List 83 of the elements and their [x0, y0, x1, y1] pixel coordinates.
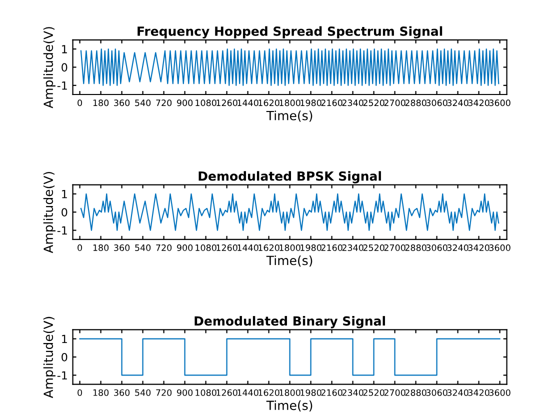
x-tick-label: 1260	[216, 389, 238, 396]
x-tick-label: 720	[156, 100, 172, 106]
x-tick-label: 2340	[342, 244, 364, 252]
y-tick-label: 0	[62, 63, 68, 72]
y-tick-label: 1	[62, 45, 67, 54]
chart-title: Demodulated Binary Signal	[194, 316, 385, 328]
x-tick-label: 2880	[405, 100, 426, 106]
x-axis-title: Time(s)	[266, 110, 312, 122]
x-tick-label: 0	[78, 389, 82, 396]
x-tick-label: 720	[156, 244, 172, 252]
x-tick-label: 3060	[426, 100, 448, 106]
x-tick-label: 3240	[447, 389, 468, 396]
y-tick-label: 0	[62, 208, 68, 216]
x-tick-label: 3420	[468, 100, 490, 106]
x-tick-label: 1080	[196, 244, 216, 252]
x-tick-label: 900	[177, 100, 193, 106]
x-tick-label: 2520	[363, 100, 384, 106]
x-tick-label: 1620	[258, 244, 280, 252]
x-tick-label: 0	[78, 244, 82, 252]
y-tick-label: -1	[57, 82, 67, 90]
x-tick-label: 1260	[216, 244, 238, 252]
x-tick-label: 3420	[468, 244, 490, 252]
x-tick-label: 540	[135, 389, 151, 396]
y-tick-label: -1	[57, 226, 67, 235]
x-tick-label: 2340	[342, 389, 364, 396]
y-axis-title: Amplitude(V)	[43, 27, 56, 108]
y-tick-label: 1	[62, 190, 67, 198]
x-tick-label: 3600	[489, 100, 510, 106]
x-tick-label: 2700	[384, 100, 406, 106]
y-tick-label: 0	[62, 352, 68, 362]
y-axis-title: Amplitude(V)	[43, 316, 56, 398]
x-tick-label: 720	[156, 389, 172, 396]
x-tick-label: 3240	[447, 244, 468, 252]
x-tick-label: 3240	[447, 100, 468, 106]
x-axis-title: Time(s)	[266, 256, 312, 267]
x-tick-label: 1620	[258, 389, 280, 396]
x-tick-label: 0	[78, 100, 82, 106]
x-tick-label: 360	[114, 389, 130, 396]
x-tick-label: 540	[135, 100, 151, 106]
x-tick-label: 540	[135, 244, 151, 252]
x-tick-label: 1980	[300, 389, 322, 396]
x-tick-label: 2520	[363, 244, 384, 252]
x-tick-label: 1980	[300, 100, 322, 106]
x-tick-label: 2700	[384, 244, 406, 252]
x-tick-label: 180	[93, 100, 109, 106]
x-tick-label: 2880	[405, 389, 426, 396]
x-tick-label: 180	[93, 389, 109, 396]
x-tick-label: 180	[93, 244, 109, 252]
x-tick-label: 3600	[489, 244, 510, 252]
x-tick-label: 3420	[468, 389, 490, 396]
x-tick-label: 2160	[321, 100, 342, 106]
y-axis-title: Amplitude(V)	[43, 172, 56, 254]
x-tick-label: 1080	[196, 389, 216, 396]
x-tick-label: 900	[177, 244, 193, 252]
x-tick-label: 3600	[489, 389, 510, 396]
x-tick-label: 1080	[196, 100, 216, 106]
x-tick-label: 1620	[258, 100, 280, 106]
x-tick-label: 1260	[216, 100, 238, 106]
x-tick-label: 1440	[238, 389, 258, 396]
x-tick-label: 1800	[280, 389, 300, 396]
x-tick-label: 1800	[280, 100, 300, 106]
x-tick-label: 2340	[342, 100, 364, 106]
x-tick-label: 360	[114, 100, 130, 106]
x-tick-label: 3060	[426, 244, 448, 252]
x-tick-label: 3060	[426, 389, 448, 396]
y-tick-label: 1	[62, 334, 67, 344]
chart-title: Frequency Hopped Spread Spectrum Signal	[138, 26, 442, 38]
x-tick-label: 2700	[384, 389, 406, 396]
line-series	[80, 48, 500, 86]
y-tick-label: -1	[57, 371, 67, 380]
x-tick-label: 1440	[238, 100, 258, 106]
chart-title: Demodulated BPSK Signal	[198, 171, 381, 184]
x-axis-title: Time(s)	[266, 400, 312, 412]
x-tick-label: 2160	[321, 389, 342, 396]
x-tick-label: 1440	[238, 244, 258, 252]
x-tick-label: 1980	[300, 244, 322, 252]
x-tick-label: 2520	[363, 389, 384, 396]
x-tick-label: 900	[177, 389, 193, 396]
line-series	[80, 193, 500, 231]
x-tick-label: 2880	[405, 244, 426, 252]
x-tick-label: 360	[114, 244, 130, 252]
x-tick-label: 1800	[280, 244, 300, 252]
x-tick-label: 2160	[321, 244, 342, 252]
